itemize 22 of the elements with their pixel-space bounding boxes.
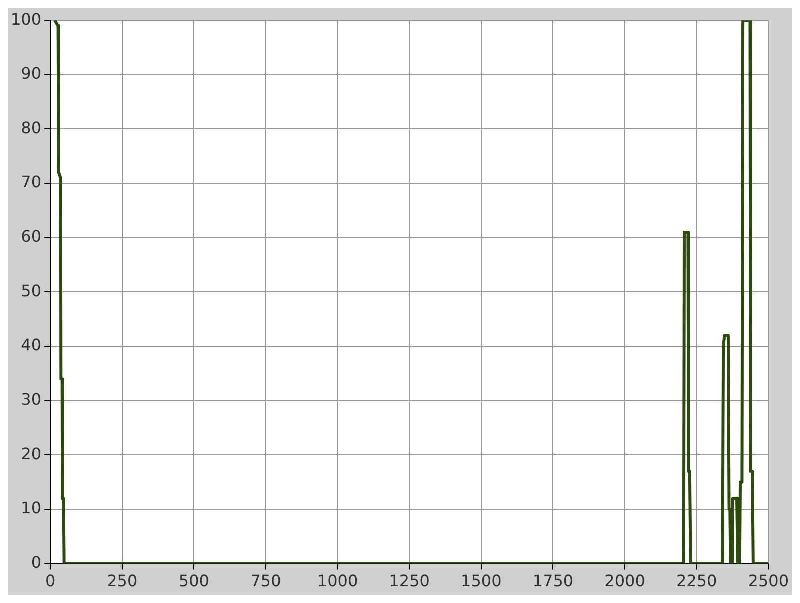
x-tick-label: 2250	[676, 572, 718, 591]
y-tick-label: 60	[21, 227, 42, 246]
x-tick-label: 2500	[748, 572, 789, 591]
x-tick-label: 750	[250, 572, 282, 591]
x-tick-label: 2000	[604, 572, 646, 591]
y-tick-label: 80	[21, 118, 42, 138]
x-tick-label: 1750	[532, 572, 574, 591]
x-tick-label: 250	[107, 572, 138, 591]
y-tick-label: 20	[21, 444, 42, 464]
y-tick-label: 40	[21, 336, 42, 355]
x-tick-label: 0	[45, 572, 56, 591]
y-tick-label: 70	[21, 172, 42, 192]
y-tick-label: 10	[21, 498, 42, 518]
y-tick-label: 30	[21, 390, 42, 409]
x-tick-label: 1500	[461, 572, 502, 591]
y-tick-label: 90	[21, 64, 42, 84]
x-tick-label: 1250	[389, 572, 430, 591]
y-tick-label: 0	[31, 552, 42, 572]
y-tick-label: 50	[21, 281, 42, 300]
x-tick-label: 1000	[317, 572, 358, 591]
x-tick-label: 500	[178, 572, 210, 591]
y-tick-label: 100	[10, 10, 42, 29]
